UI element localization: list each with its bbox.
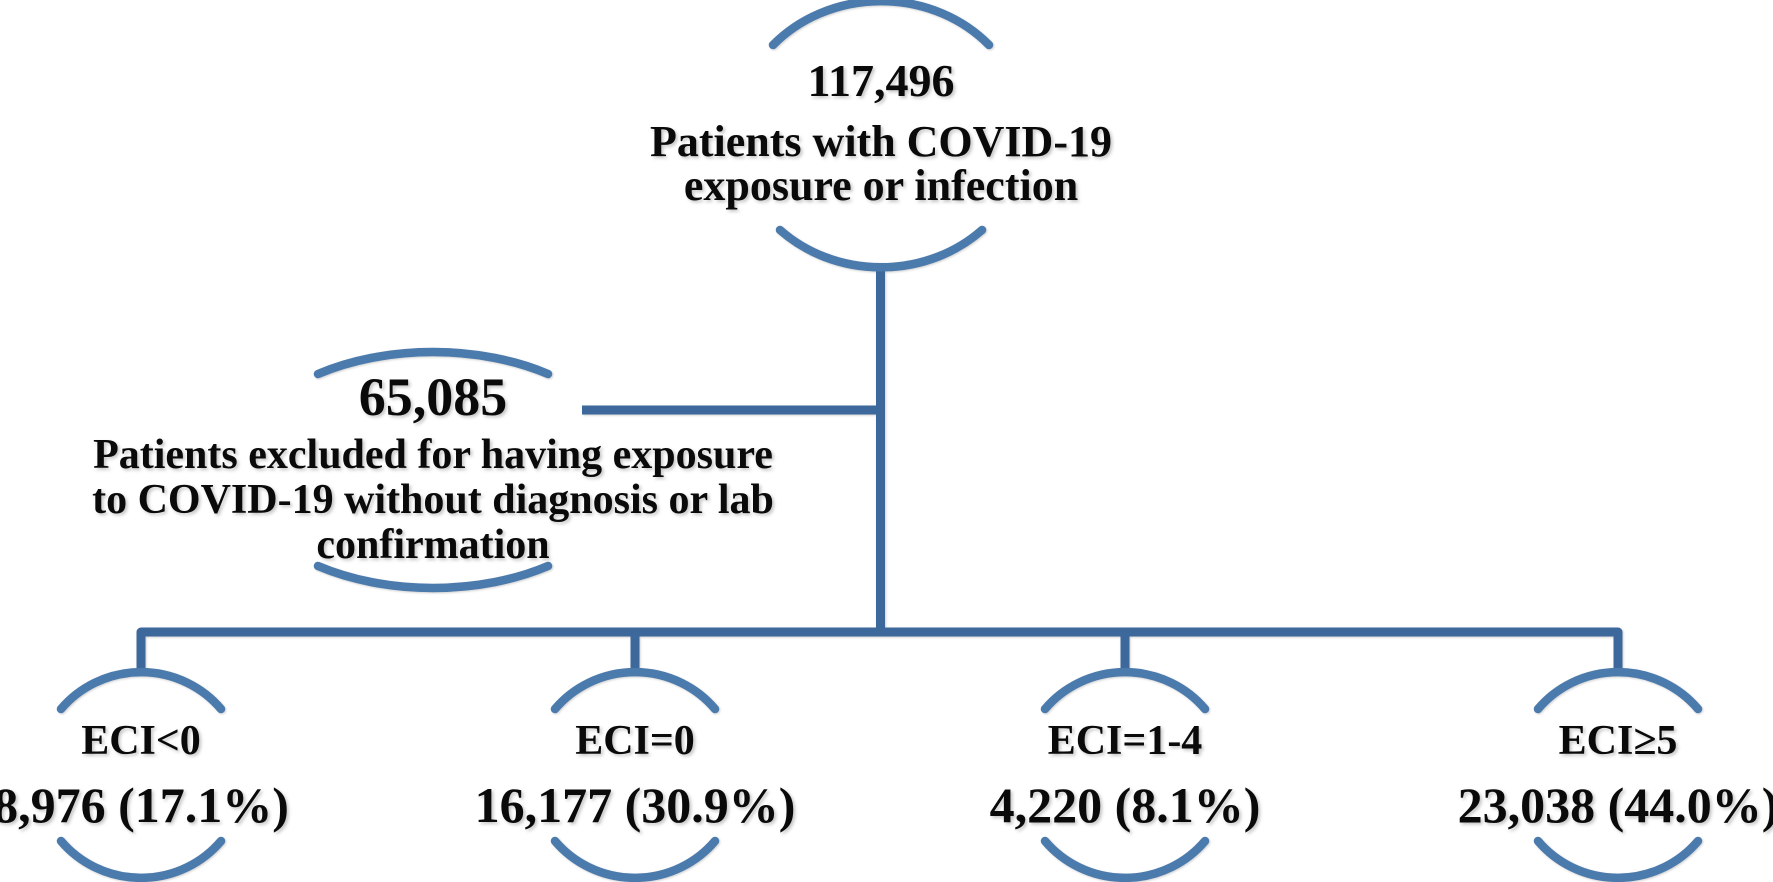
group1-node-top-arc (56, 667, 226, 714)
group4-node-top-arc (1533, 667, 1703, 714)
root-node-label: Patients with COVID-19 exposure or infec… (650, 120, 1112, 208)
root-node-bottom-arc (775, 225, 987, 272)
excluded-node-label-line3: confirmation (316, 522, 550, 568)
group1-node-bottom-arc (56, 836, 226, 882)
excluded-node-label-line2: to COVID-19 without diagnosis or lab (92, 477, 774, 523)
group2-node-top-arc (550, 667, 720, 714)
group3-label-eci-1-4: ECI=1-4 (1047, 718, 1203, 764)
root-node-top-arc (768, 0, 994, 50)
root-node-label-line1: Patients with COVID-19 (650, 117, 1112, 166)
root-node-count: 117,496 (807, 55, 955, 106)
connector-lines (136, 266, 1623, 673)
group4-node-bottom-arc (1533, 836, 1703, 882)
group1-count-percent: 8,976 (17.1%) (0, 777, 289, 833)
group1-label-eci-lt-0: ECI<0 (81, 718, 201, 764)
group3-node-top-arc (1040, 667, 1210, 714)
root-node-label-line2: exposure or infection (683, 161, 1079, 210)
branch-manifold-line (136, 627, 1623, 673)
excluded-node-bottom-arc (313, 561, 553, 593)
group2-node-bottom-arc (550, 836, 720, 882)
group4-count-percent: 23,038 (44.0%) (1457, 777, 1773, 833)
group2-count-percent: 16,177 (30.9%) (474, 777, 796, 833)
excluded-node-label: Patients excluded for having exposure to… (92, 433, 774, 568)
excluded-node-count: 65,085 (358, 367, 508, 427)
excluded-node-label-line1: Patients excluded for having exposure (93, 432, 773, 478)
node-ellipse-arcs (56, 0, 1703, 882)
group3-count-percent: 4,220 (8.1%) (989, 777, 1261, 833)
excluded-node-top-arc (313, 347, 553, 379)
group3-node-bottom-arc (1040, 836, 1210, 882)
group4-label-eci-ge-5: ECI≥5 (1558, 718, 1678, 764)
group2-label-eci-eq-0: ECI=0 (575, 718, 695, 764)
